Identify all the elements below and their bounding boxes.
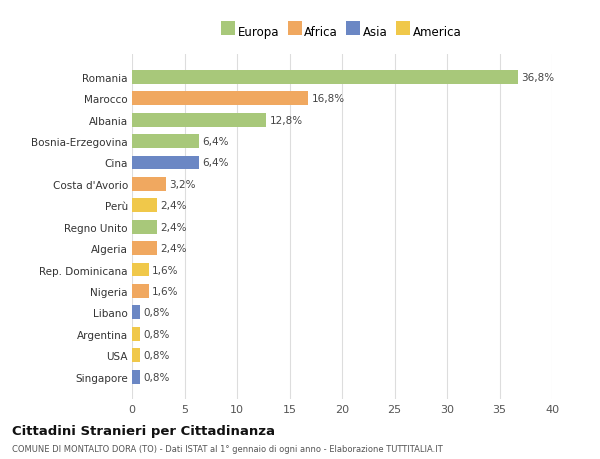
Bar bbox=[132, 92, 308, 106]
Text: 0,8%: 0,8% bbox=[143, 350, 170, 360]
Bar bbox=[132, 178, 166, 191]
Text: 2,4%: 2,4% bbox=[160, 201, 187, 211]
Bar bbox=[132, 135, 199, 149]
Bar bbox=[132, 241, 157, 256]
Text: 0,8%: 0,8% bbox=[143, 308, 170, 318]
Bar bbox=[132, 263, 149, 277]
Text: 2,4%: 2,4% bbox=[160, 222, 187, 232]
Bar bbox=[132, 284, 149, 298]
Bar bbox=[132, 156, 199, 170]
Text: 36,8%: 36,8% bbox=[521, 73, 554, 83]
Text: 1,6%: 1,6% bbox=[152, 265, 178, 275]
Text: COMUNE DI MONTALTO DORA (TO) - Dati ISTAT al 1° gennaio di ogni anno - Elaborazi: COMUNE DI MONTALTO DORA (TO) - Dati ISTA… bbox=[12, 444, 443, 453]
Text: Cittadini Stranieri per Cittadinanza: Cittadini Stranieri per Cittadinanza bbox=[12, 424, 275, 437]
Bar bbox=[132, 370, 140, 384]
Bar bbox=[132, 348, 140, 362]
Text: 0,8%: 0,8% bbox=[143, 329, 170, 339]
Text: 12,8%: 12,8% bbox=[269, 115, 302, 125]
Bar bbox=[132, 199, 157, 213]
Bar bbox=[132, 306, 140, 319]
Text: 6,4%: 6,4% bbox=[202, 137, 229, 147]
Bar bbox=[132, 113, 266, 127]
Bar bbox=[132, 220, 157, 234]
Text: 6,4%: 6,4% bbox=[202, 158, 229, 168]
Legend: Europa, Africa, Asia, America: Europa, Africa, Asia, America bbox=[220, 23, 464, 41]
Text: 16,8%: 16,8% bbox=[311, 94, 344, 104]
Text: 2,4%: 2,4% bbox=[160, 244, 187, 253]
Text: 3,2%: 3,2% bbox=[169, 179, 195, 190]
Bar bbox=[132, 327, 140, 341]
Text: 0,8%: 0,8% bbox=[143, 372, 170, 382]
Bar bbox=[132, 71, 518, 84]
Text: 1,6%: 1,6% bbox=[152, 286, 178, 296]
